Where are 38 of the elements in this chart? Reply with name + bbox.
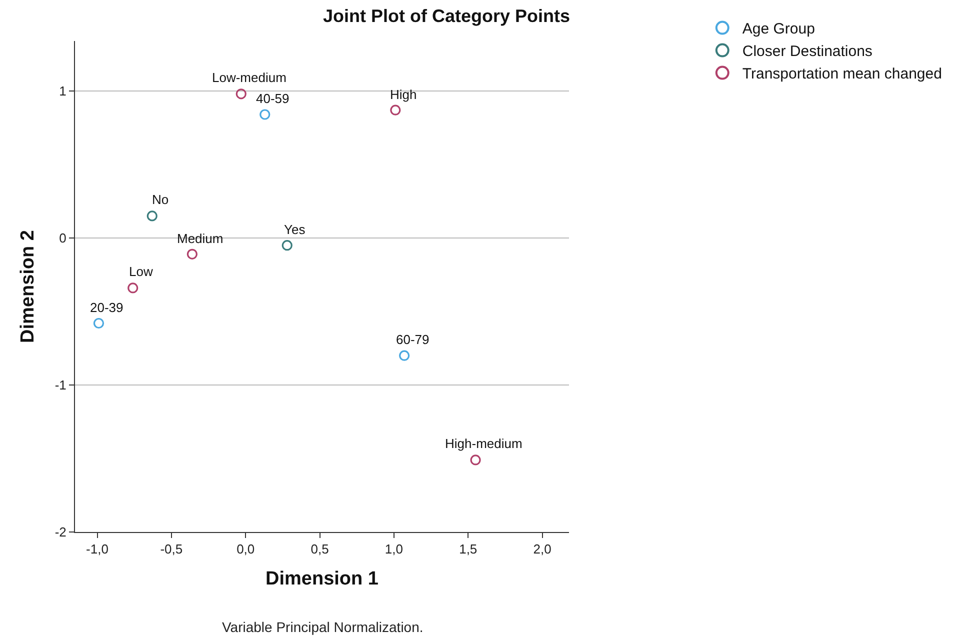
point — [399, 350, 410, 361]
annotation: 20-39 — [90, 300, 124, 315]
annotation: Yes — [284, 222, 306, 237]
point — [128, 282, 138, 294]
point — [146, 210, 158, 222]
x-axis-title: Dimension 1 — [266, 568, 379, 590]
legend-label: Age Group — [742, 20, 815, 38]
point — [390, 104, 401, 116]
annotation: Medium — [177, 231, 224, 246]
y-tick-label: -1 — [54, 378, 66, 393]
x-tick-label: -0,5 — [160, 542, 183, 557]
x-tick-label: -1,0 — [86, 542, 108, 557]
point — [470, 454, 481, 466]
x-tick-label: 1,5 — [459, 542, 478, 557]
x-tick-label: 2,0 — [533, 542, 552, 557]
x-tick-label: 1,0 — [384, 542, 403, 557]
point — [236, 88, 246, 100]
legend-label: Transportation mean changed — [742, 66, 942, 83]
annotation: Low — [129, 264, 154, 279]
text: Variable Principal Normalization. — [222, 619, 424, 635]
point — [93, 318, 104, 329]
x-tick-label: 0,5 — [310, 542, 329, 557]
y-axis-title: Dimension 2 — [18, 230, 39, 343]
annotation: High-medium — [445, 436, 522, 451]
y-tick-label: 1 — [59, 84, 66, 99]
annotation: No — [152, 192, 169, 207]
x-tick-label: 0,0 — [236, 542, 255, 557]
annotation: High — [390, 87, 417, 102]
y-tick-label: 0 — [59, 230, 66, 246]
annotation: Low-medium — [212, 70, 286, 85]
annotation: 40-59 — [256, 91, 290, 106]
point — [186, 248, 198, 260]
legend-label: Closer Destinations — [742, 43, 872, 60]
annotation: 60-79 — [396, 332, 430, 347]
point — [260, 109, 270, 120]
y-tick-label: -2 — [54, 524, 66, 540]
point — [282, 240, 292, 251]
chart-title: Joint Plot of Category Points — [322, 6, 570, 26]
